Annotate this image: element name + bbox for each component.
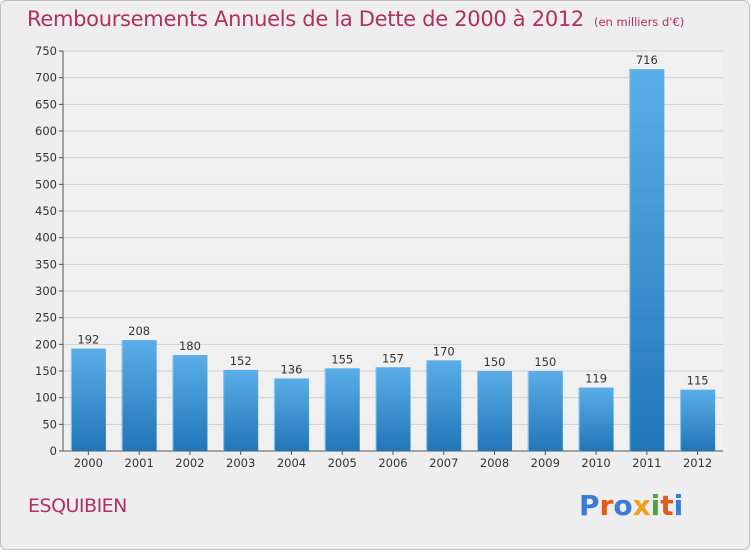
bar-2001 <box>121 340 157 451</box>
data-label-2009: 150 <box>534 355 556 369</box>
logo-letter: t <box>660 489 674 522</box>
data-label-2003: 152 <box>230 354 252 368</box>
x-tick-label-2001: 2001 <box>125 456 154 470</box>
x-tick-label-2003: 2003 <box>226 456 255 470</box>
data-label-2004: 136 <box>280 362 302 376</box>
commune-name: ESQUIBIEN <box>28 495 127 517</box>
bar-2010 <box>578 387 614 451</box>
y-tick-label: 250 <box>35 311 57 325</box>
bar-2002 <box>172 355 208 451</box>
x-tick-label-2002: 2002 <box>175 456 204 470</box>
y-tick-label: 0 <box>50 444 57 458</box>
bar-2006 <box>375 367 411 451</box>
bar-2004 <box>273 378 309 451</box>
bar-2005 <box>324 368 360 451</box>
x-tick-label-2010: 2010 <box>581 456 610 470</box>
y-tick-label: 100 <box>35 391 57 405</box>
bar-2008 <box>477 371 513 451</box>
x-tick-label-2008: 2008 <box>480 456 509 470</box>
chart-title-text: Remboursements Annuels de la Dette de 20… <box>27 7 584 31</box>
y-tick-label: 600 <box>35 124 57 138</box>
y-tick-label: 550 <box>35 151 57 165</box>
x-tick-label-2005: 2005 <box>328 456 357 470</box>
bar-2009 <box>527 371 563 451</box>
bar-2011 <box>629 69 665 451</box>
bar-2007 <box>426 360 462 451</box>
bar-2012 <box>680 389 716 451</box>
y-tick-label: 150 <box>35 364 57 378</box>
proxiti-logo: Proxiti <box>579 489 683 522</box>
data-label-2002: 180 <box>179 339 201 353</box>
y-tick-label: 350 <box>35 257 57 271</box>
data-label-2006: 157 <box>382 351 404 365</box>
x-tick-label-2004: 2004 <box>277 456 306 470</box>
data-label-2008: 150 <box>484 355 506 369</box>
data-label-2012: 115 <box>687 374 709 388</box>
y-tick-label: 450 <box>35 204 57 218</box>
logo-letter: x <box>632 489 651 522</box>
chart-unit: (en milliers d'€) <box>594 15 685 29</box>
y-tick-label: 750 <box>35 44 57 58</box>
y-tick-label: 700 <box>35 71 57 85</box>
data-label-2011: 716 <box>636 53 658 67</box>
bar-2003 <box>223 369 259 451</box>
logo-letter: i <box>673 489 684 522</box>
y-tick-label: 50 <box>42 417 57 431</box>
y-tick-label: 300 <box>35 284 57 298</box>
y-tick-label: 650 <box>35 97 57 111</box>
logo-letter: r <box>599 489 614 522</box>
logo-letter: o <box>613 489 633 522</box>
logo-letter: i <box>650 489 661 522</box>
bar-2000 <box>70 348 106 451</box>
x-tick-label-2011: 2011 <box>632 456 661 470</box>
y-tick-label: 200 <box>35 337 57 351</box>
y-tick-label: 500 <box>35 177 57 191</box>
data-label-2000: 192 <box>77 333 99 347</box>
data-label-2001: 208 <box>128 324 150 338</box>
data-label-2005: 155 <box>331 352 353 366</box>
x-tick-label-2009: 2009 <box>531 456 560 470</box>
x-tick-label-2006: 2006 <box>378 456 407 470</box>
x-tick-label-2000: 2000 <box>74 456 103 470</box>
x-tick-label-2007: 2007 <box>429 456 458 470</box>
chart-title: Remboursements Annuels de la Dette de 20… <box>27 7 684 31</box>
y-tick-label: 400 <box>35 231 57 245</box>
data-label-2010: 119 <box>585 372 607 386</box>
x-tick-label-2012: 2012 <box>683 456 712 470</box>
data-label-2007: 170 <box>433 344 455 358</box>
logo-letter: P <box>579 489 600 522</box>
